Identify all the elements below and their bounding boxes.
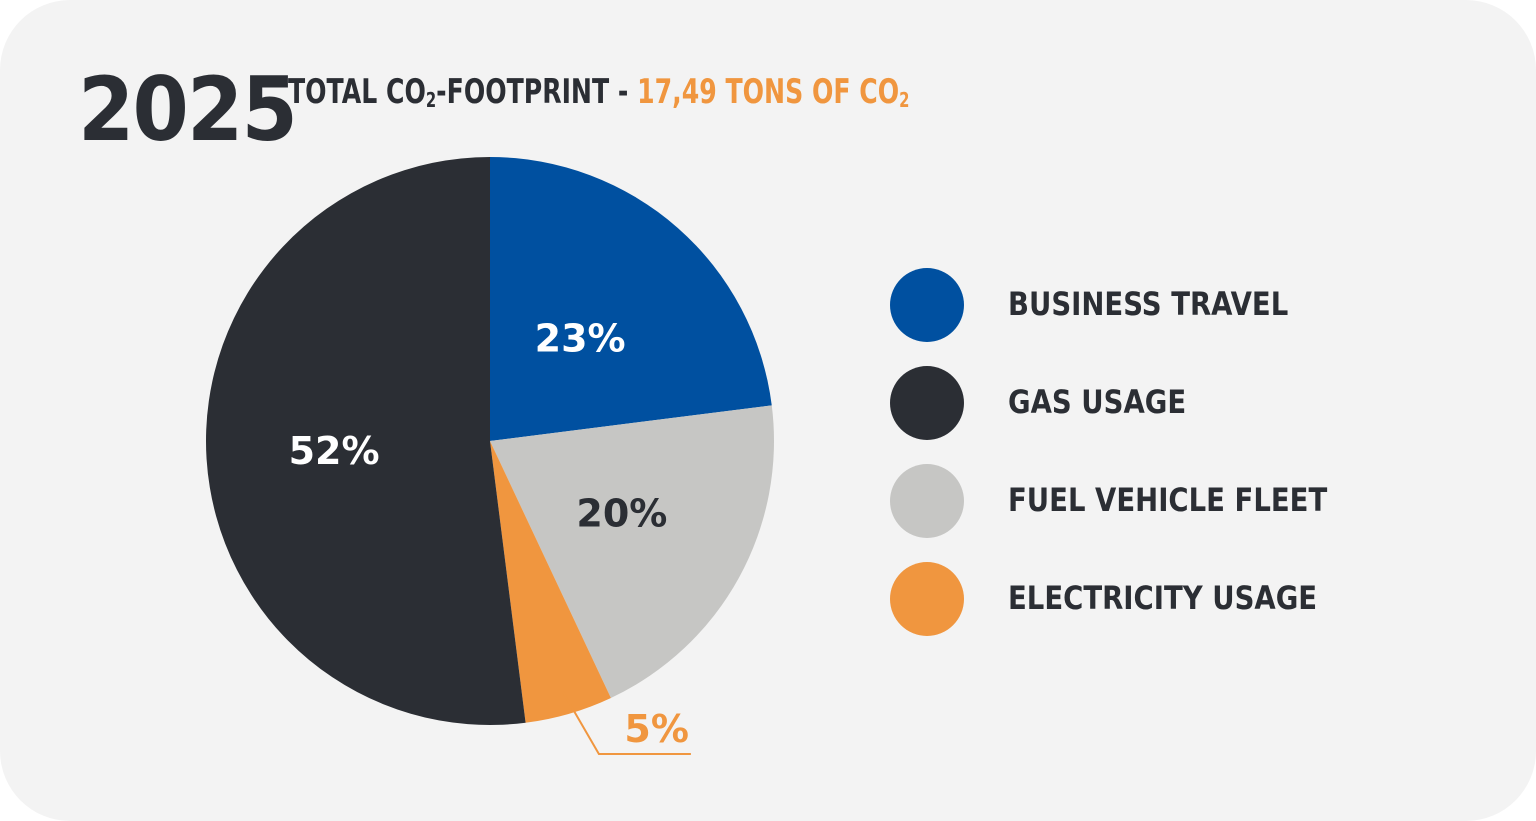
legend-item-electricity-usage: ELECTRICITY USAGE (890, 562, 1490, 636)
chart-title: TOTAL CO2-FOOTPRINT - 17,49 TONS OF CO2 (288, 70, 909, 122)
legend-swatch-fuel-vehicle-fleet (890, 464, 964, 538)
legend-label-fuel-vehicle-fleet: FUEL VEHICLE FLEET (1008, 481, 1328, 519)
total-value-subscript: 2 (899, 88, 910, 112)
total-value: 17,49 TONS OF CO2 (637, 72, 909, 112)
title-mid: -FOOTPRINT - (436, 72, 638, 112)
legend-swatch-gas-usage (890, 366, 964, 440)
year-heading: 2025 (78, 58, 298, 161)
pie-slice-fuel-vehicle-fleet (490, 405, 774, 698)
pie-label-fuel-vehicle-fleet: 20% (576, 492, 667, 536)
title-prefix: TOTAL CO (288, 72, 426, 112)
legend-swatch-business-travel (890, 268, 964, 342)
pie-slice-business-travel (490, 157, 772, 441)
legend-swatch-electricity-usage (890, 562, 964, 636)
title-subscript: 2 (425, 88, 437, 112)
pie-slice-gas-usage (205, 157, 526, 725)
pie-label-business-travel: 23% (535, 317, 626, 361)
pie-label-electricity-usage: 5% (624, 707, 689, 751)
pie-leader-line-electricity-usage (562, 691, 691, 755)
legend-item-gas-usage: GAS USAGE (890, 366, 1490, 440)
legend-item-fuel-vehicle-fleet: FUEL VEHICLE FLEET (890, 464, 1490, 538)
legend-label-electricity-usage: ELECTRICITY USAGE (1008, 579, 1318, 617)
legend-label-business-travel: BUSINESS TRAVEL (1008, 285, 1289, 323)
pie-label-gas-usage: 52% (289, 429, 380, 473)
total-value-text: 17,49 TONS OF CO (637, 72, 900, 112)
legend-label-gas-usage: GAS USAGE (1008, 383, 1187, 421)
legend-item-business-travel: BUSINESS TRAVEL (890, 268, 1490, 342)
pie-slice-electricity-usage (490, 441, 611, 723)
